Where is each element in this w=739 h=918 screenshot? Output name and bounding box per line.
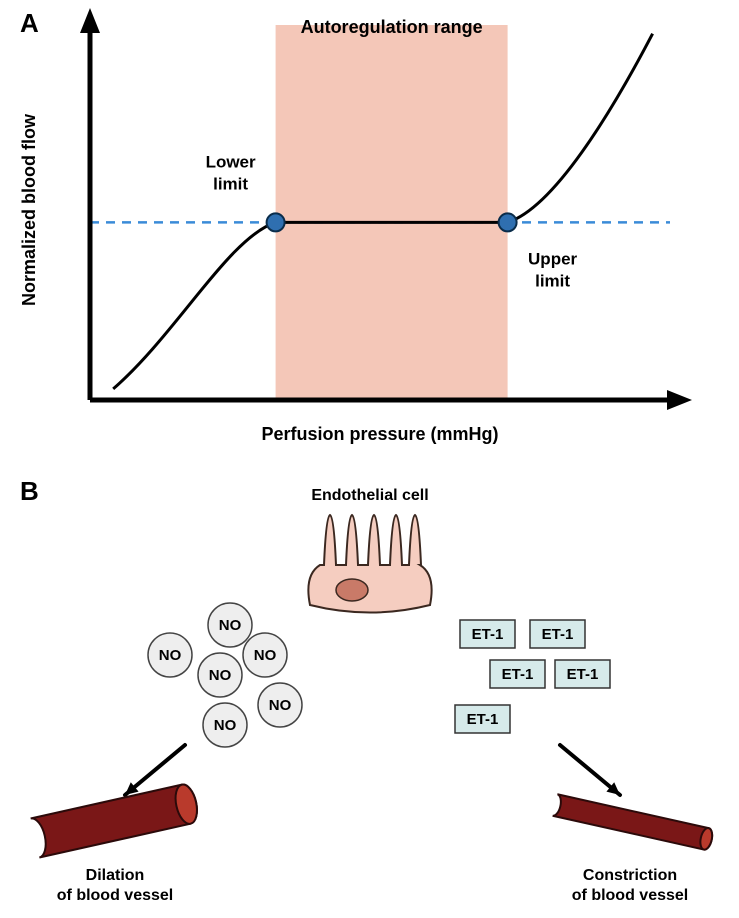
lower-limit-marker	[267, 213, 285, 231]
no-molecules-group: NO NO NO NO NO NO	[148, 603, 302, 747]
autoregulation-title: Autoregulation range	[301, 17, 483, 37]
lower-limit-label-line1: Lower	[206, 152, 256, 171]
panel-b-label: B	[20, 476, 39, 506]
constricted-vessel-icon	[553, 794, 714, 850]
panel-a-label: A	[20, 8, 39, 38]
constriction-caption-line1: Constriction	[583, 867, 677, 884]
no-molecule: NO	[208, 603, 252, 647]
no-molecule: NO	[258, 683, 302, 727]
upper-limit-label-line2: limit	[535, 271, 570, 290]
constriction-caption-line2: of blood vessel	[572, 887, 688, 904]
arrow-to-constriction	[560, 745, 620, 795]
figure-root: A Autoregulation range Perfusion pressur…	[0, 0, 739, 918]
svg-text:NO: NO	[269, 697, 292, 714]
panel-b: B Endothelial cell NONONONONONO ET-1ET-1…	[20, 476, 714, 904]
no-molecule: NO	[148, 633, 192, 677]
panel-a: A Autoregulation range Perfusion pressur…	[19, 8, 692, 444]
svg-text:ET-1: ET-1	[542, 626, 574, 643]
x-axis-label: Perfusion pressure (mmHg)	[261, 424, 498, 444]
no-molecule: NO	[203, 703, 247, 747]
y-axis-arrowhead	[80, 8, 100, 33]
dilation-caption-line1: Dilation	[86, 867, 145, 884]
dilation-caption-line2: of blood vessel	[57, 887, 173, 904]
autoregulation-band	[276, 25, 508, 400]
svg-text:NO: NO	[254, 647, 277, 664]
et1-molecule: ET-1	[530, 620, 585, 648]
svg-text:ET-1: ET-1	[567, 666, 599, 683]
et1-molecule: ET-1	[490, 660, 545, 688]
et1-molecule: ET-1	[555, 660, 610, 688]
upper-limit-label-line1: Upper	[528, 249, 578, 268]
lower-limit-label-line2: limit	[213, 174, 248, 193]
svg-text:ET-1: ET-1	[502, 666, 534, 683]
svg-text:NO: NO	[214, 717, 237, 734]
y-axis-label: Normalized blood flow	[19, 113, 39, 306]
et1-molecule: ET-1	[455, 705, 510, 733]
svg-text:NO: NO	[209, 667, 232, 684]
endothelial-cell-label: Endothelial cell	[311, 487, 428, 504]
no-molecule: NO	[198, 653, 242, 697]
no-molecule: NO	[243, 633, 287, 677]
x-axis-arrowhead	[667, 390, 692, 410]
svg-text:NO: NO	[159, 647, 182, 664]
et1-molecules-group: ET-1 ET-1 ET-1 ET-1 ET-1	[455, 620, 610, 733]
upper-limit-marker	[499, 213, 517, 231]
dilated-vessel-icon	[31, 782, 201, 857]
svg-text:ET-1: ET-1	[472, 626, 504, 643]
cell-nucleus	[336, 579, 368, 601]
svg-text:NO: NO	[219, 617, 242, 634]
endothelial-cell-icon	[308, 515, 431, 613]
figure-svg: A Autoregulation range Perfusion pressur…	[0, 0, 739, 918]
et1-molecule: ET-1	[460, 620, 515, 648]
svg-text:ET-1: ET-1	[467, 711, 499, 728]
